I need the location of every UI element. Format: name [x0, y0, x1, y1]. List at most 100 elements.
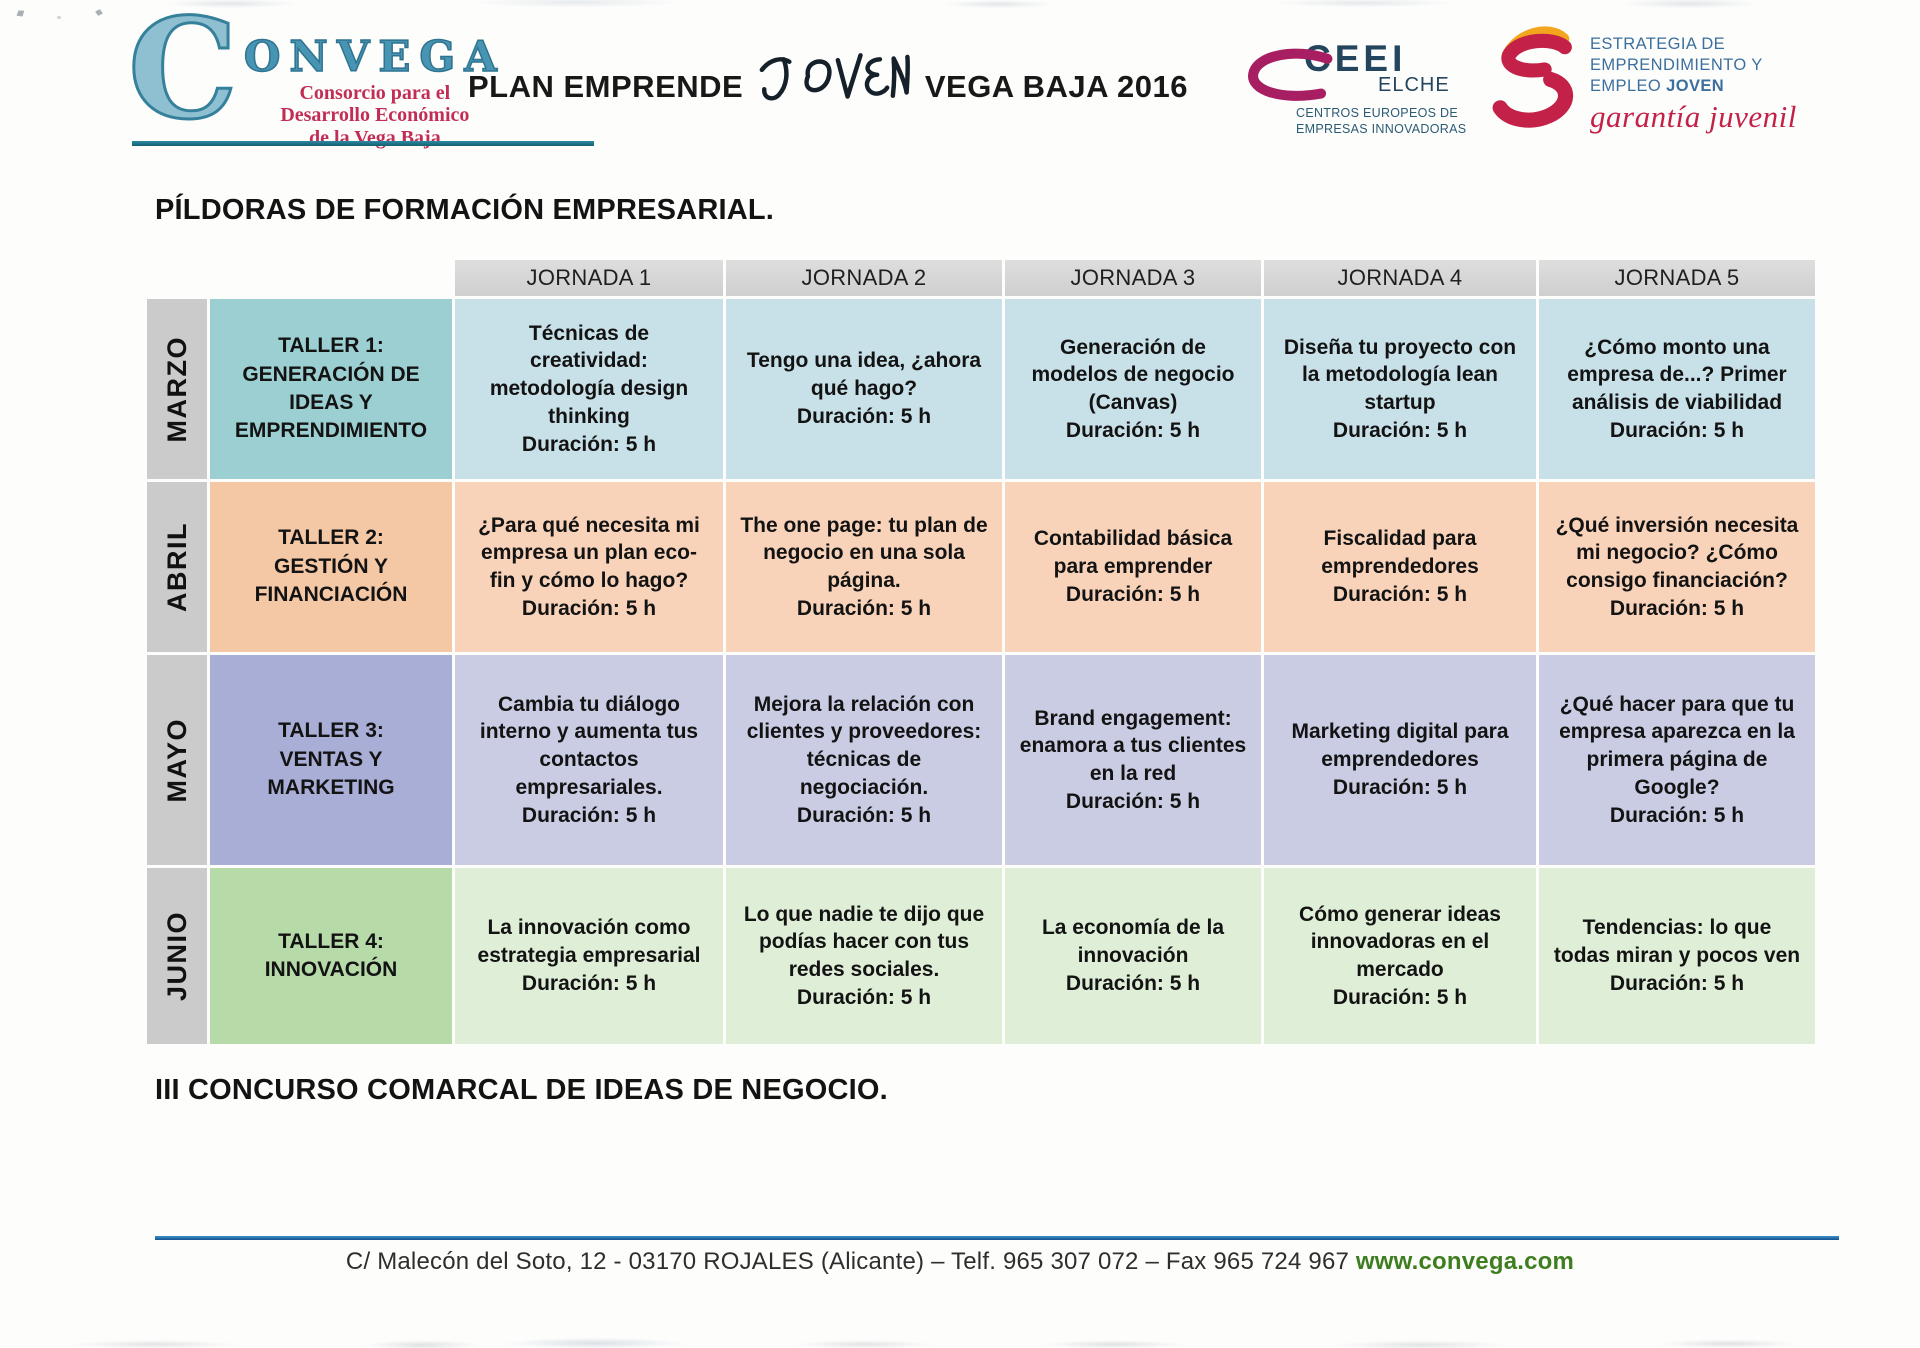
- session-duration: Duración: 5 h: [521, 971, 657, 995]
- session-duration: Duración: 5 h: [1609, 418, 1745, 442]
- session-cell-marzo-j2: Tengo una idea, ¿ahora qué hago? Duració…: [726, 299, 1002, 479]
- session-title: Fiscalidad para emprendedores: [1321, 527, 1479, 579]
- session-title: Tendencias: lo que todas miran y pocos v…: [1553, 916, 1801, 968]
- session-title: Diseña tu proyecto con la metodología le…: [1283, 335, 1517, 414]
- ceei-elche-logo: CEEI ELCHE CENTROS EUROPEOS DE EMPRESAS …: [1248, 40, 1490, 150]
- session-cell-abril-j3: Contabilidad básica para emprender Durac…: [1005, 482, 1261, 652]
- joven-j-stroke: [762, 57, 789, 101]
- session-duration: Duración: 5 h: [521, 803, 657, 827]
- session-title: ¿Cómo monto una empresa de...? Primer an…: [1567, 335, 1787, 414]
- garantia-ribbon-red-stroke: [1492, 71, 1574, 128]
- garantia-juvenil-wordmark: garantía juvenil: [1590, 99, 1797, 135]
- session-cell-marzo-j3: Generación de modelos de negocio (Canvas…: [1005, 299, 1261, 479]
- table-corner-spacer: [147, 260, 452, 296]
- month-label: JUNIO: [161, 910, 192, 1002]
- column-header-jornada-3: JORNADA 3: [1005, 260, 1261, 296]
- session-duration: Duración: 5 h: [1065, 582, 1201, 606]
- row-header-month-abril: ABRIL: [147, 482, 207, 652]
- joven-n-stroke: [890, 54, 911, 98]
- scan-artifact-bottom-edge: [0, 1336, 1920, 1348]
- session-duration: Duración: 5 h: [1332, 418, 1468, 442]
- session-cell-mayo-j5: ¿Qué hacer para que tu empresa aparezca …: [1539, 655, 1815, 865]
- garantia-ribbon-icon: [1492, 26, 1574, 128]
- session-cell-junio-j1: La innovación como estrategia empresaria…: [455, 868, 723, 1044]
- row-header-month-mayo: MAYO: [147, 655, 207, 865]
- garantia-ribbon-red-stroke: [1501, 33, 1572, 78]
- page-header: C ONVEGA Consorcio para el Desarrollo Ec…: [0, 0, 1920, 195]
- session-title: Técnicas de creatividad: metodología des…: [489, 321, 689, 428]
- scan-artifact-top-edge: [0, 0, 1920, 12]
- session-cell-abril-j4: Fiscalidad para emprendedores Duración: …: [1264, 482, 1536, 652]
- joven-v-stroke: [835, 53, 863, 99]
- footer-divider-rule: [155, 1236, 1839, 1240]
- column-header-jornada-4: JORNADA 4: [1264, 260, 1536, 296]
- section-title-concurso: III CONCURSO COMARCAL DE IDEAS DE NEGOCI…: [155, 1074, 888, 1106]
- session-title: Contabilidad básica para emprender: [1033, 527, 1233, 579]
- garantia-joven-label: JOVEN: [1666, 77, 1725, 96]
- session-duration: Duración: 5 h: [796, 596, 932, 620]
- taller-number: TALLER 1:: [278, 334, 384, 358]
- session-title: La economía de la innovación: [1041, 916, 1225, 968]
- garantia-text-block: ESTRATEGIA DE EMPRENDIMIENTO Y EMPLEO JO…: [1590, 20, 1797, 150]
- taller-name: INNOVACIÓN: [264, 958, 398, 981]
- session-duration: Duración: 5 h: [796, 803, 932, 827]
- row-header-month-marzo: MARZO: [147, 299, 207, 479]
- session-cell-abril-j1: ¿Para qué necesita mi empresa un plan ec…: [455, 482, 723, 652]
- garantia-empleo-label: EMPLEO: [1590, 77, 1667, 96]
- convega-subtitle: Consorcio para el Desarrollo Económico d…: [244, 82, 506, 149]
- taller-number: TALLER 4:: [278, 929, 384, 953]
- convega-logo-text: ONVEGA Consorcio para el Desarrollo Econ…: [243, 6, 506, 149]
- ceei-caption-line: EMPRESAS INNOVADORAS: [1296, 122, 1467, 137]
- ceei-caption-line: CENTROS EUROPEOS DE: [1296, 106, 1458, 120]
- convega-logo: C ONVEGA Consorcio para el Desarrollo Ec…: [127, 0, 606, 150]
- session-title: ¿Qué hacer para que tu empresa aparezca …: [1559, 692, 1795, 799]
- ceei-ring-stroke: [1248, 48, 1333, 101]
- session-duration: Duración: 5 h: [1332, 582, 1468, 606]
- taller-3-cell: TALLER 3: VENTAS Y MARKETING: [210, 655, 452, 865]
- taller-2-cell: TALLER 2: GESTIÓN Y FINANCIACIÓN: [210, 482, 452, 652]
- convega-logo-underline: [132, 141, 594, 146]
- garantia-line: EMPLEO JOVEN: [1590, 76, 1797, 97]
- session-cell-junio-j2: Lo que nadie te dijo que podías hacer co…: [726, 868, 1002, 1044]
- convega-subtitle-line: Desarrollo Económico: [280, 104, 470, 127]
- session-cell-mayo-j1: Cambia tu diálogo interno y aumenta tus …: [455, 655, 723, 865]
- document-title: PLAN EMPRENDE VEGA BAJA 2016: [468, 42, 1188, 132]
- session-duration: Duración: 5 h: [1332, 775, 1468, 799]
- session-cell-mayo-j4: Marketing digital para emprendedores Dur…: [1264, 655, 1536, 865]
- session-duration: Duración: 5 h: [1609, 596, 1745, 620]
- footer-address: C/ Malecón del Soto, 12 - 03170 ROJALES …: [345, 1248, 1356, 1275]
- session-cell-marzo-j5: ¿Cómo monto una empresa de...? Primer an…: [1539, 299, 1815, 479]
- taller-name: GENERACIÓN DE IDEAS Y EMPRENDIMIENTO: [234, 362, 428, 443]
- session-cell-junio-j5: Tendencias: lo que todas miran y pocos v…: [1539, 868, 1815, 1044]
- garantia-line: ESTRATEGIA DE: [1590, 35, 1726, 53]
- taller-1-cell: TALLER 1: GENERACIÓN DE IDEAS Y EMPRENDI…: [210, 299, 452, 479]
- ceei-city-label: ELCHE: [1378, 74, 1450, 96]
- garantia-line: EMPRENDIMIENTO Y: [1590, 56, 1763, 75]
- taller-4-cell: TALLER 4: INNOVACIÓN: [210, 868, 452, 1044]
- session-cell-marzo-j1: Técnicas de creatividad: metodología des…: [455, 299, 723, 479]
- training-schedule-table: JORNADA 1 JORNADA 2 JORNADA 3 JORNADA 4 …: [147, 260, 1815, 1044]
- session-title: Tengo una idea, ¿ahora qué hago?: [746, 349, 982, 401]
- session-cell-marzo-j4: Diseña tu proyecto con la metodología le…: [1264, 299, 1536, 479]
- taller-name: VENTAS Y MARKETING: [267, 747, 395, 800]
- column-header-jornada-5: JORNADA 5: [1539, 260, 1815, 296]
- session-cell-abril-j2: The one page: tu plan de negocio en una …: [726, 482, 1002, 652]
- footer-website: www.convega.com: [1355, 1248, 1575, 1275]
- title-vega-baja-2016: VEGA BAJA 2016: [924, 69, 1188, 104]
- session-duration: Duración: 5 h: [1609, 803, 1745, 827]
- session-title: ¿Para qué necesita mi empresa un plan ec…: [478, 513, 700, 592]
- session-duration: Duración: 5 h: [796, 404, 932, 428]
- convega-subtitle-line: Consorcio para el: [299, 82, 451, 104]
- section-title-pildoras: PÍLDORAS DE FORMACIÓN EMPRESARIAL.: [155, 194, 775, 226]
- session-title: Lo que nadie te dijo que podías hacer co…: [743, 902, 985, 981]
- session-duration: Duración: 5 h: [1065, 418, 1201, 442]
- joven-o-stroke: [804, 59, 832, 93]
- session-title: Cómo generar ideas innovadoras en el mer…: [1299, 902, 1501, 981]
- session-title: The one page: tu plan de negocio en una …: [740, 513, 988, 592]
- convega-big-c-letter: C: [127, 0, 240, 150]
- session-cell-mayo-j3: Brand engagement: enamora a tus clientes…: [1005, 655, 1261, 865]
- footer-contact-line: C/ Malecón del Soto, 12 - 03170 ROJALES …: [0, 1248, 1920, 1276]
- session-duration: Duración: 5 h: [1065, 971, 1201, 995]
- session-duration: Duración: 5 h: [1065, 789, 1201, 813]
- month-label: ABRIL: [161, 522, 192, 612]
